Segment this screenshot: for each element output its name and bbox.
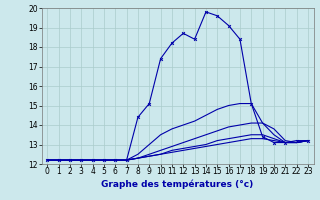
- X-axis label: Graphe des températures (°c): Graphe des températures (°c): [101, 179, 254, 189]
